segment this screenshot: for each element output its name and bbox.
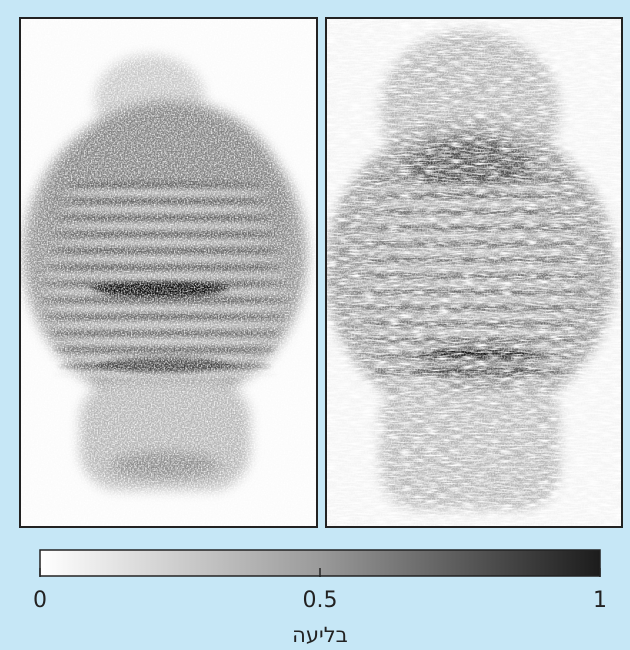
tick-label: 0.5: [303, 588, 338, 613]
image-frame: [325, 17, 623, 528]
image-frame: [19, 17, 318, 528]
colorbar-axis: 0 0.5 1: [33, 568, 607, 613]
right-image: [327, 19, 621, 526]
tick-label: 1: [593, 588, 607, 613]
left-image: [21, 19, 316, 526]
tick-label: 0: [33, 588, 47, 613]
colorbar-label: בליעה: [292, 623, 348, 647]
